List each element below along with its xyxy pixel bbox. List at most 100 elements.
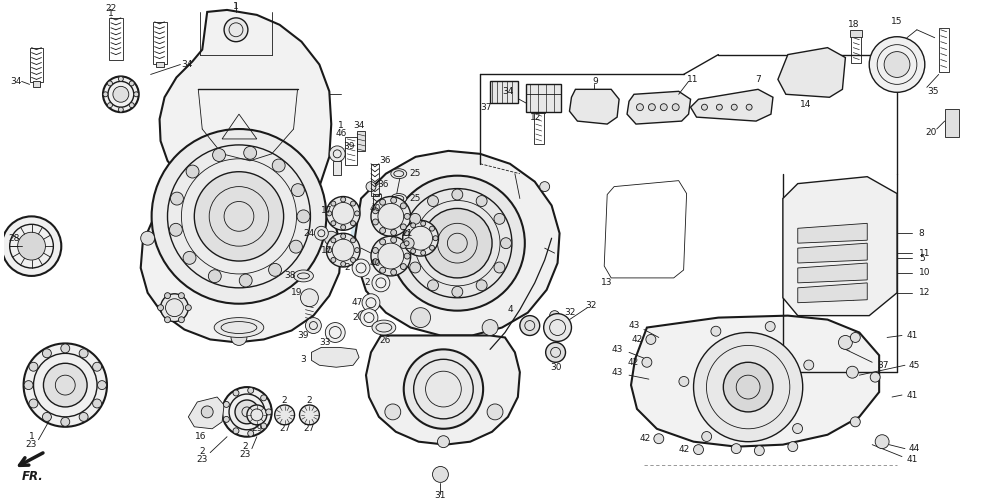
Polygon shape xyxy=(798,263,867,283)
Circle shape xyxy=(870,372,880,382)
Circle shape xyxy=(649,104,656,110)
Circle shape xyxy=(362,294,380,312)
Circle shape xyxy=(389,176,525,310)
Circle shape xyxy=(432,466,448,482)
Circle shape xyxy=(103,76,139,112)
Circle shape xyxy=(433,236,438,240)
Text: 41: 41 xyxy=(907,455,918,464)
Circle shape xyxy=(129,102,134,108)
Text: 26: 26 xyxy=(379,336,390,345)
Circle shape xyxy=(24,380,33,390)
Circle shape xyxy=(164,292,170,298)
Text: 28: 28 xyxy=(9,234,20,242)
Text: 42: 42 xyxy=(628,358,639,367)
Circle shape xyxy=(520,316,540,336)
Circle shape xyxy=(331,220,336,226)
Circle shape xyxy=(400,242,406,248)
Circle shape xyxy=(642,358,652,367)
Text: 2: 2 xyxy=(242,442,247,451)
Bar xyxy=(851,30,862,36)
Circle shape xyxy=(429,226,434,231)
Ellipse shape xyxy=(372,320,395,335)
Bar xyxy=(371,164,379,196)
Text: 45: 45 xyxy=(909,361,920,370)
Text: 1: 1 xyxy=(233,2,239,12)
Circle shape xyxy=(222,387,271,436)
Ellipse shape xyxy=(214,318,264,338)
Circle shape xyxy=(107,102,112,108)
Circle shape xyxy=(379,239,385,245)
Circle shape xyxy=(151,129,326,304)
Polygon shape xyxy=(631,316,879,446)
Circle shape xyxy=(243,146,256,160)
Circle shape xyxy=(134,92,139,97)
Circle shape xyxy=(300,289,318,306)
Circle shape xyxy=(437,436,449,448)
Circle shape xyxy=(326,233,360,267)
Text: 43: 43 xyxy=(629,321,640,330)
Text: 5: 5 xyxy=(919,254,925,262)
Circle shape xyxy=(291,184,304,196)
Text: 24: 24 xyxy=(304,228,315,237)
Text: 4: 4 xyxy=(508,305,513,314)
Circle shape xyxy=(717,104,723,110)
Ellipse shape xyxy=(293,270,313,282)
Circle shape xyxy=(201,406,213,418)
Circle shape xyxy=(141,232,154,245)
Circle shape xyxy=(390,269,396,275)
Circle shape xyxy=(404,214,410,220)
Circle shape xyxy=(487,404,503,420)
Circle shape xyxy=(247,430,253,436)
Text: 34: 34 xyxy=(181,60,193,69)
Circle shape xyxy=(43,364,87,407)
Circle shape xyxy=(354,248,359,252)
Circle shape xyxy=(451,286,462,298)
Circle shape xyxy=(403,238,414,248)
Circle shape xyxy=(409,214,420,224)
Text: 12: 12 xyxy=(531,112,542,122)
Circle shape xyxy=(239,274,252,287)
Circle shape xyxy=(724,362,773,412)
Circle shape xyxy=(372,274,389,292)
Text: 30: 30 xyxy=(550,362,562,372)
Circle shape xyxy=(429,246,434,250)
Text: 34: 34 xyxy=(503,87,514,96)
Circle shape xyxy=(260,395,266,401)
Text: 22: 22 xyxy=(105,4,116,14)
Circle shape xyxy=(331,258,336,262)
Circle shape xyxy=(164,316,170,322)
Circle shape xyxy=(350,238,355,243)
Circle shape xyxy=(212,148,225,162)
Circle shape xyxy=(451,189,462,200)
Text: 11: 11 xyxy=(919,248,930,258)
Circle shape xyxy=(366,182,376,192)
Polygon shape xyxy=(311,348,359,367)
Circle shape xyxy=(732,104,737,110)
Circle shape xyxy=(107,81,112,86)
Circle shape xyxy=(178,316,184,322)
Circle shape xyxy=(2,216,61,276)
Text: 42: 42 xyxy=(632,335,643,344)
Circle shape xyxy=(390,230,396,235)
Text: 12: 12 xyxy=(919,288,930,298)
Text: 23: 23 xyxy=(196,455,208,464)
Circle shape xyxy=(544,314,572,342)
Circle shape xyxy=(305,318,321,334)
Circle shape xyxy=(235,400,259,424)
Bar xyxy=(852,34,861,62)
Circle shape xyxy=(224,18,248,42)
Circle shape xyxy=(326,248,331,252)
Circle shape xyxy=(325,322,345,342)
Bar xyxy=(373,194,381,226)
Circle shape xyxy=(422,208,492,278)
Circle shape xyxy=(493,214,505,224)
Text: 17: 17 xyxy=(320,206,332,215)
Circle shape xyxy=(314,226,328,240)
Circle shape xyxy=(113,86,129,102)
Text: 13: 13 xyxy=(602,278,613,287)
Polygon shape xyxy=(798,283,867,302)
Circle shape xyxy=(79,349,88,358)
Text: 42: 42 xyxy=(679,445,691,454)
Text: 1: 1 xyxy=(338,120,344,130)
Circle shape xyxy=(274,405,294,425)
